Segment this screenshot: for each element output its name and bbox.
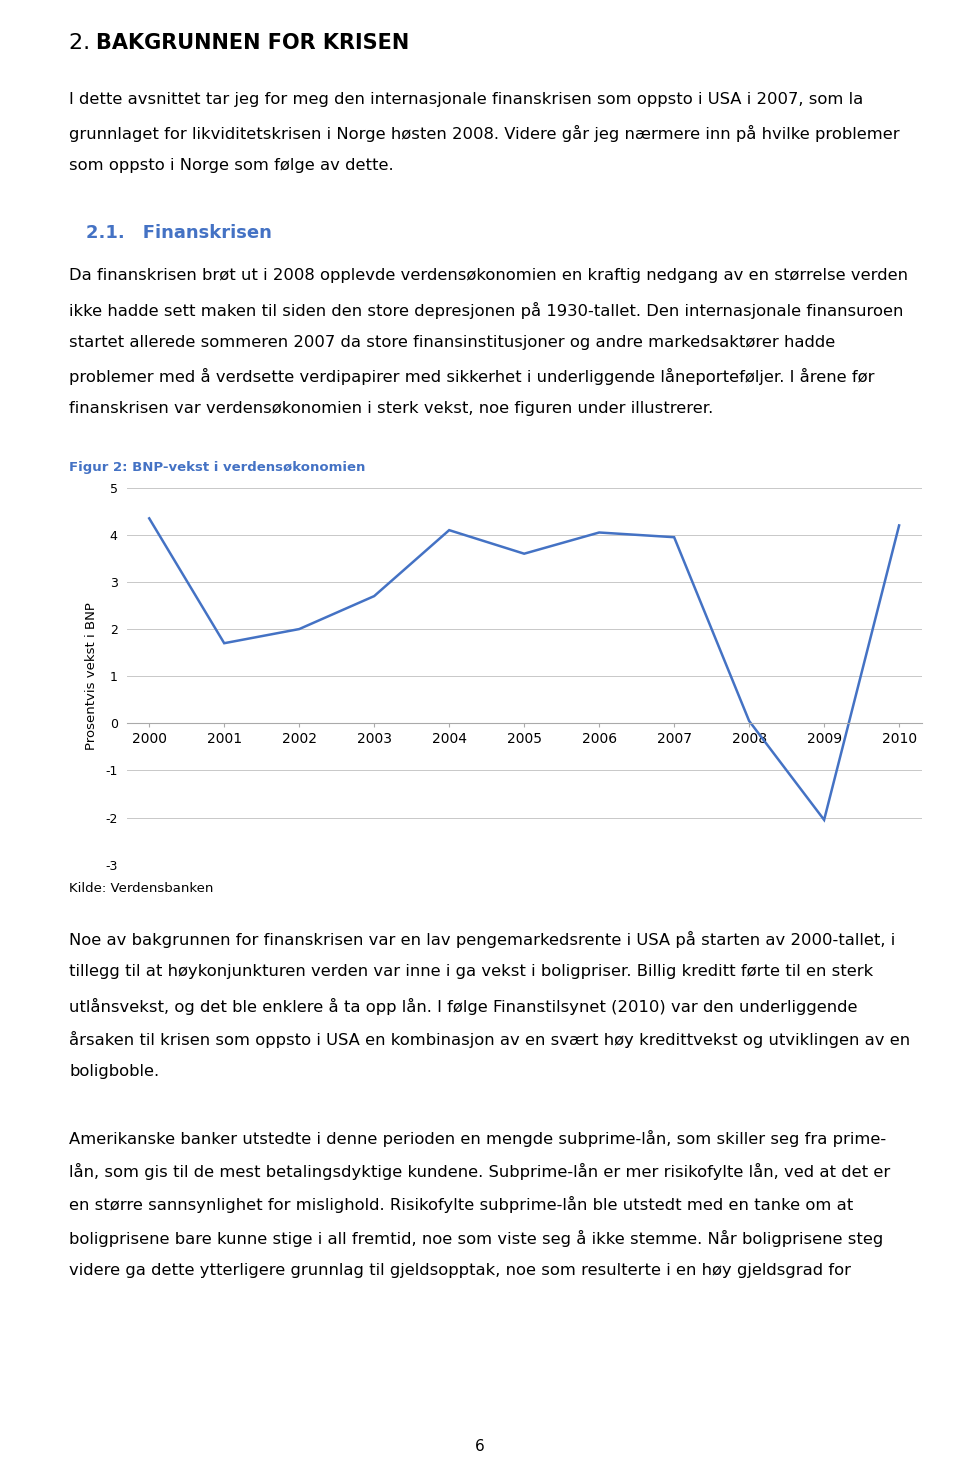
Text: ikke hadde sett maken til siden den store depresjonen på 1930-tallet. Den intern: ikke hadde sett maken til siden den stor… — [69, 302, 903, 319]
Text: Kilde: Verdensbanken: Kilde: Verdensbanken — [69, 882, 213, 896]
Text: BAKGRUNNEN FOR KRISEN: BAKGRUNNEN FOR KRISEN — [96, 33, 409, 53]
Text: Noe av bakgrunnen for finanskrisen var en lav pengemarkedsrente i USA på starten: Noe av bakgrunnen for finanskrisen var e… — [69, 931, 896, 949]
Text: startet allerede sommeren 2007 da store finansinstitusjoner og andre markedsaktø: startet allerede sommeren 2007 da store … — [69, 334, 835, 350]
Text: videre ga dette ytterligere grunnlag til gjeldsopptak, noe som resulterte i en h: videre ga dette ytterligere grunnlag til… — [69, 1262, 852, 1278]
Text: utlånsvekst, og det ble enklere å ta opp lån. I følge Finanstilsynet (2010) var : utlånsvekst, og det ble enklere å ta opp… — [69, 998, 857, 1015]
Text: tillegg til at høykonjunkturen verden var inne i ga vekst i boligpriser. Billig : tillegg til at høykonjunkturen verden va… — [69, 964, 874, 980]
Text: I dette avsnittet tar jeg for meg den internasjonale finanskrisen som oppsto i U: I dette avsnittet tar jeg for meg den in… — [69, 92, 863, 106]
Text: 2.1. Finanskrisen: 2.1. Finanskrisen — [86, 223, 273, 242]
Y-axis label: Prosentvis vekst i BNP: Prosentvis vekst i BNP — [85, 602, 98, 751]
Text: Da finanskrisen brøt ut i 2008 opplevde verdensøkonomien en kraftig nedgang av e: Da finanskrisen brøt ut i 2008 opplevde … — [69, 269, 908, 284]
Text: finanskrisen var verdensøkonomien i sterk vekst, noe figuren under illustrerer.: finanskrisen var verdensøkonomien i ster… — [69, 401, 713, 417]
Text: årsaken til krisen som oppsto i USA en kombinasjon av en svært høy kredittvekst : årsaken til krisen som oppsto i USA en k… — [69, 1030, 910, 1048]
Text: Figur 2: BNP-vekst i verdensøkonomien: Figur 2: BNP-vekst i verdensøkonomien — [69, 461, 366, 474]
Text: 2.: 2. — [69, 33, 102, 53]
Text: problemer med å verdsette verdipapirer med sikkerhet i underliggende låneportefø: problemer med å verdsette verdipapirer m… — [69, 368, 875, 386]
Text: boligprisene bare kunne stige i all fremtid, noe som viste seg å ikke stemme. Nå: boligprisene bare kunne stige i all frem… — [69, 1230, 883, 1247]
Text: boligboble.: boligboble. — [69, 1064, 159, 1079]
Text: grunnlaget for likviditetskrisen i Norge høsten 2008. Videre går jeg nærmere inn: grunnlaget for likviditetskrisen i Norge… — [69, 126, 900, 142]
Text: som oppsto i Norge som følge av dette.: som oppsto i Norge som følge av dette. — [69, 158, 394, 173]
Text: lån, som gis til de mest betalingsdyktige kundene. Subprime-lån er mer risikofyl: lån, som gis til de mest betalingsdyktig… — [69, 1163, 890, 1181]
Text: en større sannsynlighet for mislighold. Risikofylte subprime-lån ble utstedt med: en større sannsynlighet for mislighold. … — [69, 1197, 853, 1213]
Text: Amerikanske banker utstedte i denne perioden en mengde subprime-lån, som skiller: Amerikanske banker utstedte i denne peri… — [69, 1129, 886, 1147]
Text: 6: 6 — [475, 1440, 485, 1454]
